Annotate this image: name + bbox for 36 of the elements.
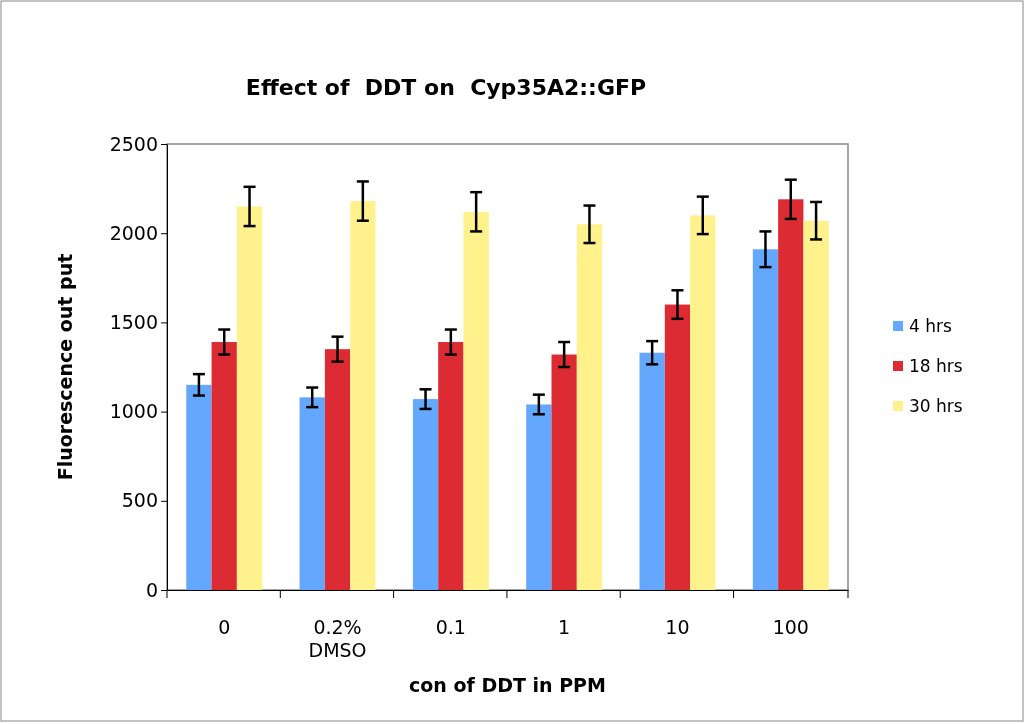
bar	[236, 206, 263, 590]
bar	[350, 201, 376, 590]
legend-label: 4 hrs	[909, 316, 952, 336]
bar	[752, 249, 779, 590]
y-axis-title: Fluorescence out put	[54, 253, 76, 481]
bar	[463, 211, 489, 590]
bar	[690, 215, 716, 590]
x-tick-label: 10	[665, 616, 690, 638]
legend-label: 30 hrs	[909, 396, 963, 416]
bar	[299, 397, 325, 590]
bar	[438, 342, 464, 590]
x-tick-label: 0	[218, 616, 231, 638]
y-tick-label: 2500	[109, 132, 158, 155]
y-tick-label: 500	[121, 489, 158, 512]
bar	[211, 342, 237, 590]
x-axis-title: con of DDT in PPM	[409, 674, 606, 696]
bar	[803, 220, 829, 590]
bar	[778, 199, 804, 590]
bar	[551, 354, 577, 590]
bar	[639, 352, 665, 590]
bar	[324, 349, 351, 590]
x-tick-label: 0.2% DMSO	[308, 616, 367, 661]
y-tick-label: 0	[145, 578, 158, 601]
bar	[186, 384, 212, 590]
bar	[664, 304, 691, 590]
x-tick-label: 1	[558, 616, 571, 638]
x-tick-label: 0.1	[435, 616, 466, 638]
legend-label: 18 hrs	[909, 356, 963, 376]
y-tick-label: 1500	[109, 310, 158, 333]
x-tick-label: 100	[772, 616, 809, 638]
bar	[412, 399, 439, 590]
bar	[576, 224, 603, 590]
y-tick-label: 2000	[109, 221, 158, 244]
y-tick-label: 1000	[109, 400, 158, 423]
bar	[526, 404, 552, 590]
chart-title: Effect of DDT on Cyp35A2::GFP	[245, 75, 647, 100]
